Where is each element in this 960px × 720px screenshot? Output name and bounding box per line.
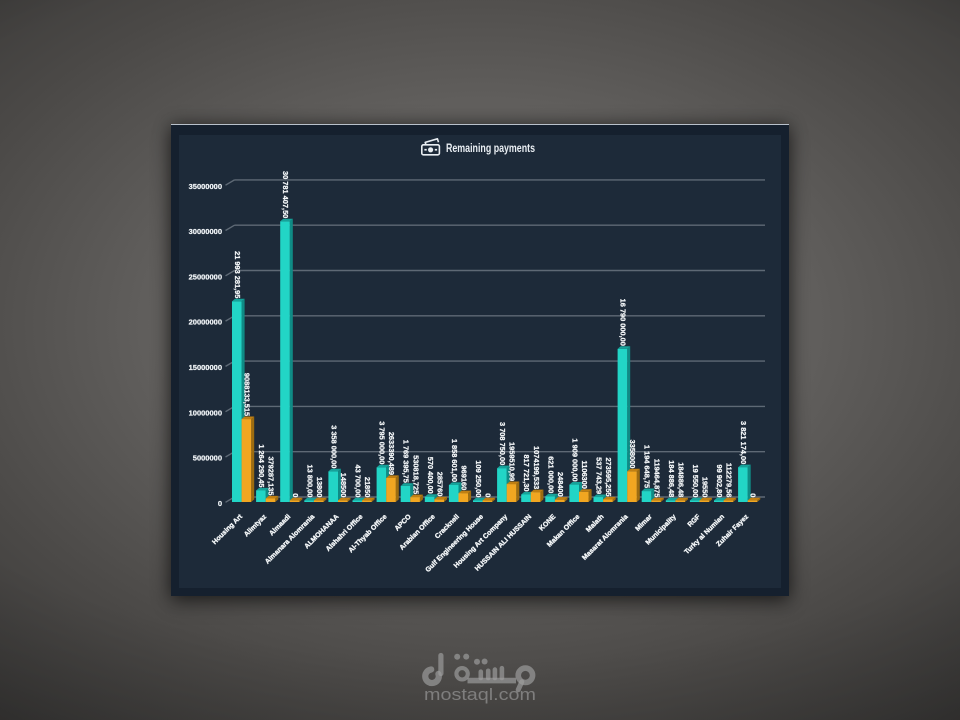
svg-text:Mimar: Mimar: [634, 513, 654, 533]
svg-text:1 769 395,75: 1 769 395,75: [402, 440, 411, 483]
svg-text:3 821 174,00: 3 821 174,00: [739, 421, 748, 464]
svg-text:0: 0: [484, 493, 493, 497]
svg-text:184 886,48: 184 886,48: [667, 460, 676, 497]
svg-text:1074199,533: 1074199,533: [532, 446, 541, 489]
svg-text:15000000: 15000000: [189, 363, 222, 372]
svg-text:1 264 290,45: 1 264 290,45: [257, 444, 266, 487]
svg-text:Malath: Malath: [585, 513, 605, 533]
svg-text:Housing Art: Housing Art: [211, 513, 244, 546]
svg-text:25000000: 25000000: [189, 272, 222, 281]
svg-text:19550: 19550: [701, 477, 710, 498]
svg-text:Alimtyaz: Alimtyaz: [243, 513, 268, 538]
svg-text:13800: 13800: [315, 477, 324, 498]
svg-text:248400: 248400: [556, 472, 565, 497]
svg-text:3 708 750,00: 3 708 750,00: [498, 422, 507, 465]
svg-text:184886,48: 184886,48: [676, 462, 685, 497]
svg-text:Masarat Alomrania: Masarat Alomrania: [581, 513, 629, 561]
svg-text:21850: 21850: [363, 477, 372, 498]
svg-text:1 858 601,00: 1 858 601,00: [450, 439, 459, 482]
svg-text:2633390,489: 2633390,489: [387, 432, 396, 475]
svg-text:273595,255: 273595,255: [604, 457, 613, 496]
svg-text:99 902,80: 99 902,80: [715, 465, 724, 498]
svg-text:0: 0: [291, 493, 300, 497]
svg-text:3 358 000,00: 3 358 000,00: [329, 425, 338, 468]
svg-text:1 909 000,00: 1 909 000,00: [570, 438, 579, 481]
svg-text:0: 0: [218, 499, 222, 508]
svg-text:43 700,00: 43 700,00: [354, 465, 363, 498]
svg-text:3 795 000,00: 3 795 000,00: [378, 421, 387, 464]
svg-text:817 721,30: 817 721,30: [522, 455, 531, 492]
svg-text:3358000: 3358000: [628, 440, 637, 469]
svg-text:APCO: APCO: [394, 513, 413, 532]
svg-text:19 550,00: 19 550,00: [691, 465, 700, 498]
svg-text:285760: 285760: [435, 472, 444, 497]
svg-text:21 993 281,95: 21 993 281,95: [233, 251, 242, 298]
svg-text:13 800,00: 13 800,00: [305, 465, 314, 498]
svg-text:1 194 648,75: 1 194 648,75: [643, 445, 652, 488]
svg-text:35000000: 35000000: [189, 182, 222, 191]
svg-text:Remaining payments: Remaining payments: [446, 141, 535, 155]
svg-text:537 743,29: 537 743,29: [595, 457, 604, 494]
svg-text:10000000: 10000000: [189, 408, 222, 417]
svg-text:1106300: 1106300: [580, 461, 589, 489]
svg-text:Almaadi: Almaadi: [268, 513, 292, 537]
svg-text:1959510,99: 1959510,99: [508, 442, 517, 481]
svg-text:119464,875: 119464,875: [652, 459, 661, 498]
svg-text:379287,135: 379287,135: [267, 456, 276, 495]
svg-text:RGF: RGF: [687, 513, 702, 528]
svg-text:16 790 000,00: 16 790 000,00: [619, 299, 628, 346]
svg-text:5000000: 5000000: [193, 454, 222, 463]
svg-text:KONE: KONE: [538, 513, 557, 532]
svg-text:20000000: 20000000: [189, 318, 222, 327]
svg-text:621 000,00: 621 000,00: [546, 456, 555, 493]
svg-text:148500: 148500: [339, 473, 348, 498]
svg-text:530818,725: 530818,725: [411, 455, 420, 494]
svg-text:969160: 969160: [460, 466, 469, 491]
svg-text:30 781 407,50: 30 781 407,50: [281, 171, 290, 218]
svg-text:mostaql.com: mostaql.com: [424, 685, 536, 704]
svg-text:30000000: 30000000: [189, 227, 222, 236]
svg-text:109 250,00: 109 250,00: [474, 460, 483, 497]
svg-text:9088133,515: 9088133,515: [243, 373, 252, 416]
svg-text:0: 0: [749, 493, 758, 497]
svg-text:112279,56: 112279,56: [725, 463, 734, 498]
svg-text:570 400,00: 570 400,00: [426, 457, 435, 494]
